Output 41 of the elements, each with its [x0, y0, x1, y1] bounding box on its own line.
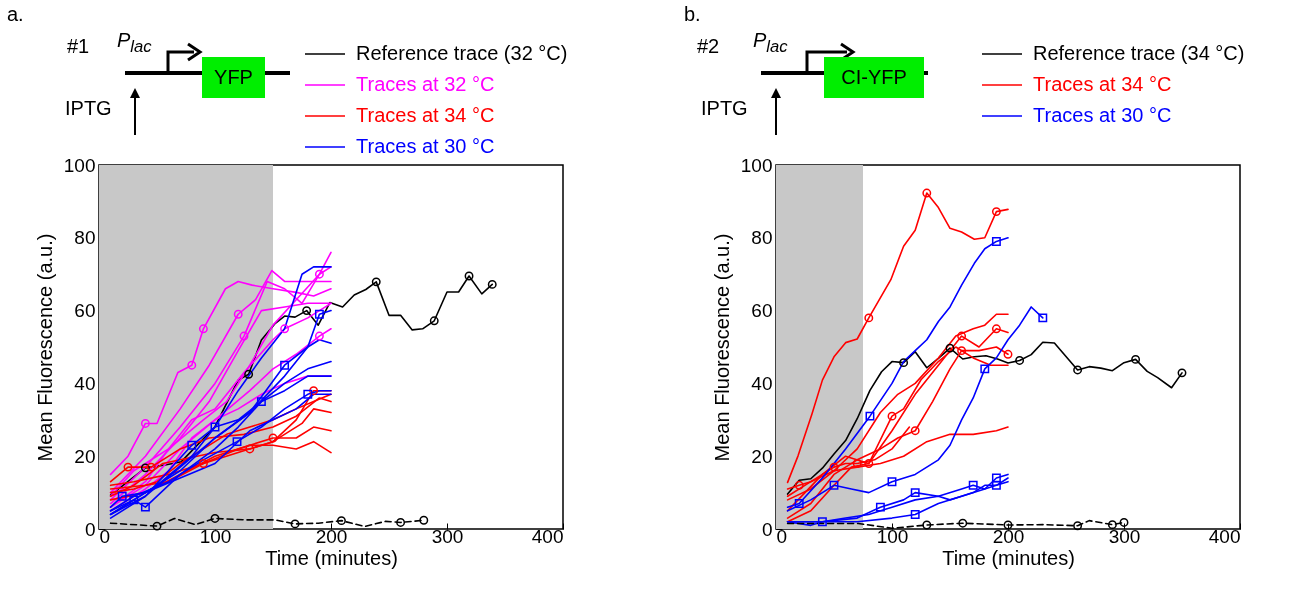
x-axis-title: Time (minutes)	[942, 546, 1075, 569]
legend-label: Reference trace (34 °C)	[1033, 42, 1245, 64]
y-tick-label: 60	[74, 300, 96, 322]
legend-label: Reference trace (32 °C)	[356, 42, 568, 64]
text: #2	[697, 35, 720, 57]
x-tick-label: 0	[776, 525, 788, 547]
x-tick-label: 0	[99, 525, 111, 547]
text: IPTG	[65, 97, 112, 119]
x-tick-label: 300	[431, 525, 464, 547]
y-tick-label: 60	[751, 300, 773, 322]
text: P$_{lac}$	[753, 29, 788, 56]
x-tick-label: 300	[1108, 525, 1141, 547]
x-tick-label: 400	[531, 525, 564, 547]
y-tick-label: 40	[751, 372, 773, 394]
y-tick-label: 20	[74, 445, 96, 467]
y-tick-label: 100	[63, 154, 96, 176]
y-tick-label: 80	[751, 227, 773, 249]
x-tick-label: 100	[199, 525, 232, 547]
chart-title: b.	[684, 3, 701, 25]
x-tick-label: 200	[315, 525, 348, 547]
text: YFP	[213, 66, 254, 88]
legend-label: Traces at 34 °C	[1033, 73, 1172, 95]
y-tick-label: 100	[740, 154, 773, 176]
text: #1	[67, 35, 90, 57]
text: CI-YFP	[840, 66, 908, 88]
y-tick-label: 40	[74, 372, 96, 394]
chart-title: a.	[7, 3, 24, 25]
y-tick-label: 20	[751, 445, 773, 467]
y-tick-label: 80	[74, 227, 96, 249]
legend-label: Traces at 30 °C	[356, 135, 495, 157]
x-tick-label: 400	[1208, 525, 1241, 547]
legend-label: Traces at 32 °C	[356, 73, 495, 95]
legend-label: Traces at 34 °C	[356, 104, 495, 126]
x-tick-label: 100	[876, 525, 909, 547]
text: IPTG	[701, 97, 748, 119]
legend-label: Traces at 30 °C	[1033, 104, 1172, 126]
y-axis-title: Mean Fluorescence (a.u.)	[710, 233, 733, 462]
x-tick-label: 200	[992, 525, 1025, 547]
y-axis-title: Mean Fluorescence (a.u.)	[33, 233, 56, 462]
x-axis-title: Time (minutes)	[265, 546, 398, 569]
text: P$_{lac}$	[117, 29, 152, 56]
